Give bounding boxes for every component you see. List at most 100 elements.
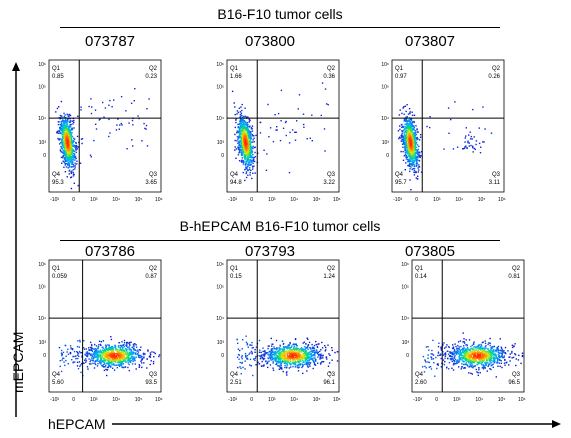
event-dot bbox=[71, 170, 73, 172]
event-dot bbox=[102, 365, 104, 367]
event-dot bbox=[241, 121, 244, 124]
event-dot bbox=[100, 350, 102, 352]
event-dot bbox=[402, 107, 404, 109]
y-tick-label: 10⁶ bbox=[38, 262, 46, 268]
y-tick-label: 10⁶ bbox=[381, 62, 389, 68]
event-dot bbox=[405, 124, 407, 126]
event-dot bbox=[284, 352, 286, 355]
event-dot bbox=[496, 348, 498, 350]
event-dot bbox=[69, 148, 72, 150]
event-dot bbox=[403, 138, 405, 140]
event-dot bbox=[110, 353, 113, 355]
event-dot bbox=[271, 356, 273, 359]
event-dot bbox=[296, 354, 299, 357]
event-dot bbox=[129, 360, 132, 363]
event-dot bbox=[271, 351, 274, 353]
event-dot bbox=[73, 146, 76, 148]
event-dot bbox=[112, 348, 114, 351]
event-dot bbox=[498, 362, 501, 364]
event-dot bbox=[240, 120, 242, 122]
event-dot bbox=[60, 156, 63, 159]
event-dot bbox=[306, 337, 308, 339]
event-dot bbox=[407, 120, 409, 122]
event-dot bbox=[295, 358, 297, 360]
event-dot bbox=[77, 353, 79, 355]
event-dot bbox=[60, 140, 63, 142]
event-dot bbox=[247, 140, 250, 142]
event-dot bbox=[301, 353, 304, 355]
event-dot bbox=[133, 352, 135, 354]
event-dot bbox=[118, 351, 120, 353]
event-dot bbox=[66, 123, 68, 125]
event-dot bbox=[247, 139, 250, 141]
y-tick-label: 10⁵ bbox=[216, 84, 224, 90]
event-dot bbox=[259, 121, 261, 124]
event-dot bbox=[413, 139, 415, 141]
event-dot bbox=[65, 140, 67, 142]
event-dot bbox=[246, 344, 249, 346]
event-dot bbox=[116, 367, 118, 369]
event-dot bbox=[67, 158, 69, 161]
event-dot bbox=[297, 353, 299, 355]
event-dot bbox=[314, 364, 317, 366]
quadrant-value: 1.66 bbox=[230, 74, 242, 80]
event-dot bbox=[403, 106, 405, 108]
event-dot bbox=[313, 347, 315, 349]
event-dot bbox=[73, 173, 75, 176]
event-dot bbox=[240, 141, 242, 143]
event-dot bbox=[463, 358, 465, 360]
event-dot bbox=[244, 107, 246, 109]
event-dot bbox=[284, 357, 286, 359]
event-dot bbox=[412, 144, 414, 147]
event-dot bbox=[406, 149, 409, 152]
event-dot bbox=[299, 359, 302, 361]
event-dot bbox=[113, 99, 115, 101]
y-tick-label: 10³ bbox=[217, 140, 225, 146]
event-dot bbox=[112, 362, 115, 365]
event-dot bbox=[61, 142, 63, 144]
event-dot bbox=[466, 346, 469, 349]
event-dot bbox=[74, 162, 76, 164]
event-dot bbox=[106, 352, 108, 354]
quadrant-label: Q1 bbox=[230, 66, 239, 72]
event-dot bbox=[131, 355, 133, 357]
event-dot bbox=[246, 125, 248, 127]
event-dot bbox=[405, 119, 408, 121]
y-tick-label: 10⁶ bbox=[216, 262, 224, 268]
event-dot bbox=[462, 148, 464, 150]
event-dot bbox=[240, 147, 242, 149]
event-dot bbox=[409, 179, 411, 181]
event-dot bbox=[261, 354, 263, 356]
event-dot bbox=[311, 354, 313, 356]
event-dot bbox=[103, 353, 105, 355]
event-dot bbox=[108, 357, 111, 360]
event-dot bbox=[70, 137, 73, 139]
event-dot bbox=[67, 363, 69, 365]
event-dot bbox=[72, 161, 74, 163]
event-dot bbox=[401, 132, 403, 135]
event-dot bbox=[408, 152, 410, 155]
flow-plot-svg: Q11.66Q20.36Q494.8Q33.2210⁶10⁵10⁴10³0-10… bbox=[216, 59, 341, 203]
event-dot bbox=[111, 346, 113, 348]
event-dot bbox=[107, 354, 109, 357]
event-dot bbox=[61, 144, 64, 146]
event-dot bbox=[511, 357, 513, 359]
event-dot bbox=[405, 146, 408, 149]
event-dot bbox=[93, 353, 95, 356]
event-dot bbox=[270, 348, 273, 350]
event-dot bbox=[132, 353, 135, 355]
event-dot bbox=[254, 348, 256, 351]
event-dot bbox=[64, 126, 66, 128]
event-dot bbox=[278, 355, 280, 358]
event-dot bbox=[453, 350, 456, 352]
event-dot bbox=[61, 143, 63, 145]
event-dot bbox=[65, 128, 68, 130]
event-dot bbox=[244, 122, 246, 124]
event-dot bbox=[291, 356, 293, 358]
event-dot bbox=[105, 365, 107, 367]
event-dot bbox=[95, 123, 97, 125]
event-dot bbox=[408, 141, 410, 143]
event-dot bbox=[123, 357, 126, 359]
event-dot bbox=[279, 354, 282, 356]
y-tick-label: 10³ bbox=[217, 340, 225, 346]
